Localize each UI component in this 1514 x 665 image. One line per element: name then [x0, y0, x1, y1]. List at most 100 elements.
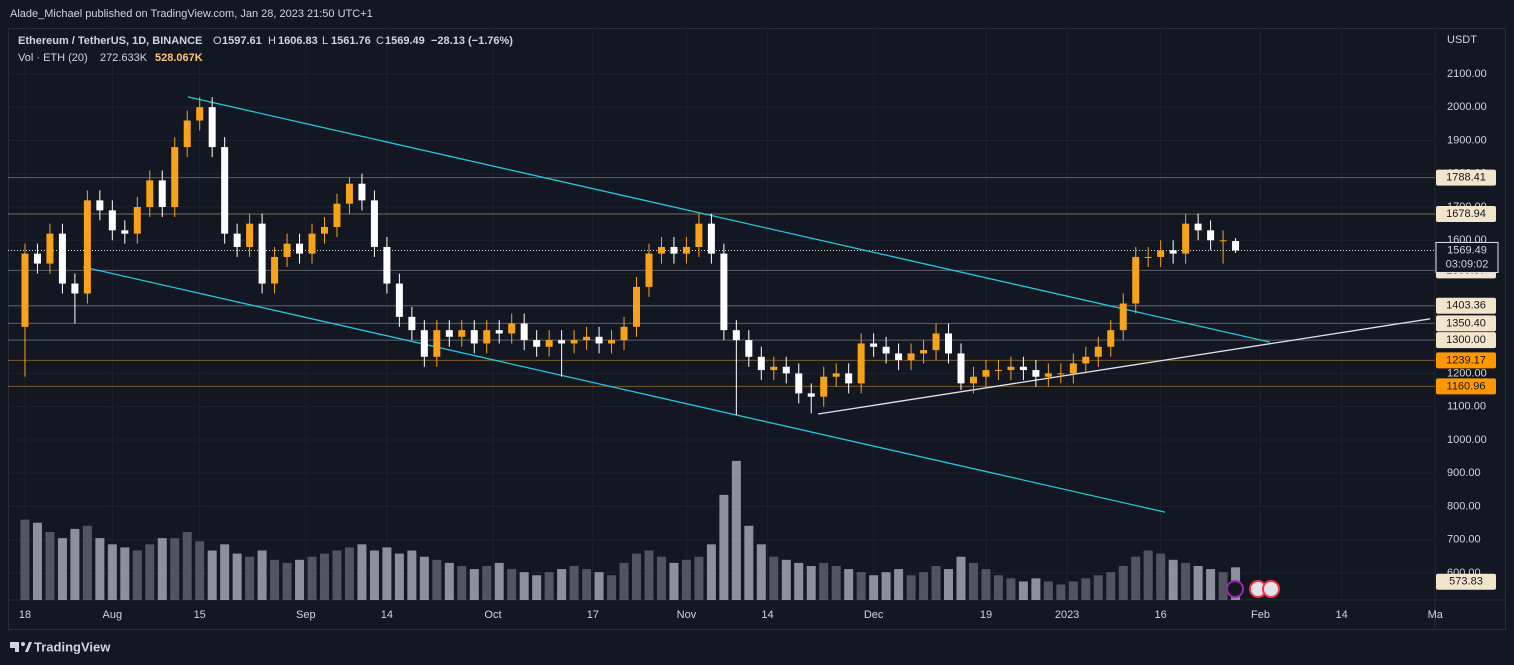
y-tick-label: 800.00: [1447, 500, 1481, 512]
candle-body: [795, 373, 803, 394]
volume: [20, 460, 1241, 600]
candle-body: [670, 246, 678, 254]
volume-bar: [32, 522, 42, 600]
candle-body: [982, 370, 990, 377]
candle-body: [608, 340, 616, 344]
countdown-label: 03:09:02: [1446, 258, 1489, 270]
volume-bar: [769, 556, 779, 600]
candle-body: [558, 340, 566, 344]
volume-bar: [532, 575, 542, 600]
price-tag-label: 1350.40: [1446, 317, 1486, 329]
candle-body: [682, 246, 690, 254]
y-tick-label: 1000.00: [1447, 434, 1487, 446]
trend-lines: [82, 96, 1431, 513]
x-tick-label: Aug: [103, 609, 123, 621]
volume-bar: [594, 572, 604, 600]
volume-value: 528.067K: [155, 52, 203, 64]
candle-body: [770, 366, 778, 371]
volume-bar: [369, 550, 379, 600]
volume-bar: [582, 569, 592, 600]
candle-body: [296, 243, 304, 254]
candle-body: [1057, 373, 1065, 375]
price-tag: [1436, 352, 1496, 369]
candle-body: [1144, 256, 1152, 258]
volume-bar: [944, 569, 954, 600]
volume-bar: [1193, 565, 1203, 600]
candle-body: [745, 340, 753, 357]
candle-body: [271, 256, 279, 284]
candle-body: [308, 233, 316, 254]
candle-body: [358, 183, 366, 201]
candle-body: [1157, 250, 1165, 257]
volume-bar: [257, 550, 267, 600]
trend-line: [817, 318, 1431, 415]
candle-body: [720, 253, 728, 331]
volume-bar: [906, 575, 916, 600]
volume-bar: [270, 559, 280, 600]
ohlc-letter: O: [213, 35, 222, 47]
legend: Ethereum / TetherUS, 1D, BINANCE O 1597.…: [18, 35, 513, 64]
volume-bar: [1043, 581, 1053, 600]
high-value: 1606.83: [278, 35, 318, 47]
current-price-label: 1569.49: [1447, 244, 1487, 256]
candle-body: [208, 107, 216, 148]
candle-body: [695, 223, 703, 247]
volume-bar: [644, 550, 654, 600]
candle-body: [420, 330, 428, 357]
candle-body: [333, 203, 341, 227]
candles: [21, 97, 1240, 415]
volume-title: Vol · ETH (20): [18, 52, 88, 64]
candle-body: [33, 253, 41, 264]
volume-bar: [394, 553, 404, 600]
candle-body: [71, 283, 79, 294]
price-tag: [1436, 206, 1496, 223]
candle-body: [1019, 366, 1027, 371]
x-tick-label: Dec: [864, 609, 884, 621]
volume-bar: [457, 565, 467, 600]
volume-bar: [1081, 578, 1091, 600]
volume-bar: [856, 572, 866, 600]
x-tick-label: 18: [19, 609, 31, 621]
volume-bar: [869, 575, 879, 600]
volume-bar: [756, 544, 766, 600]
event-icon: [1262, 580, 1280, 598]
candle-body: [820, 376, 828, 397]
symbol-title: Ethereum / TetherUS, 1D, BINANCE: [18, 35, 202, 47]
volume-bar: [182, 531, 192, 600]
volume-bar: [794, 562, 804, 600]
candle-body: [96, 200, 104, 211]
volume-bar: [1206, 569, 1216, 600]
candle-body: [595, 336, 603, 344]
candle-body: [83, 200, 91, 294]
candle-body: [520, 323, 528, 341]
chart-frame: [8, 28, 1506, 630]
volume-bar: [1093, 575, 1103, 600]
candle-body: [46, 233, 54, 264]
volume-bar: [781, 559, 791, 600]
x-tick-label: 15: [194, 609, 206, 621]
candle-body: [533, 340, 541, 347]
volume-bar: [407, 550, 417, 600]
volume-bar: [806, 565, 816, 600]
candle-body: [545, 340, 553, 347]
logo-part: [15, 642, 19, 652]
volume-bar: [344, 547, 354, 600]
candle-body: [133, 207, 141, 234]
volume-bar: [1068, 581, 1078, 600]
candle-body: [196, 107, 204, 121]
y-tick-label: 700.00: [1447, 534, 1481, 546]
volume-bar: [981, 569, 991, 600]
price-tag-label: 1160.96: [1447, 380, 1486, 392]
volume-bar: [544, 572, 554, 600]
x-tick-label: Oct: [484, 609, 501, 621]
axis-labels: 2100.002000.001900.001800.001700.001600.…: [19, 68, 1499, 621]
candle-body: [1007, 366, 1015, 371]
volume-bar: [307, 556, 317, 600]
footer: TradingView: [10, 639, 111, 654]
volume-bar: [519, 572, 529, 600]
volume-bar: [894, 569, 904, 600]
candle-body: [158, 180, 166, 208]
volume-bar: [469, 569, 479, 600]
candle-body: [1207, 230, 1215, 241]
